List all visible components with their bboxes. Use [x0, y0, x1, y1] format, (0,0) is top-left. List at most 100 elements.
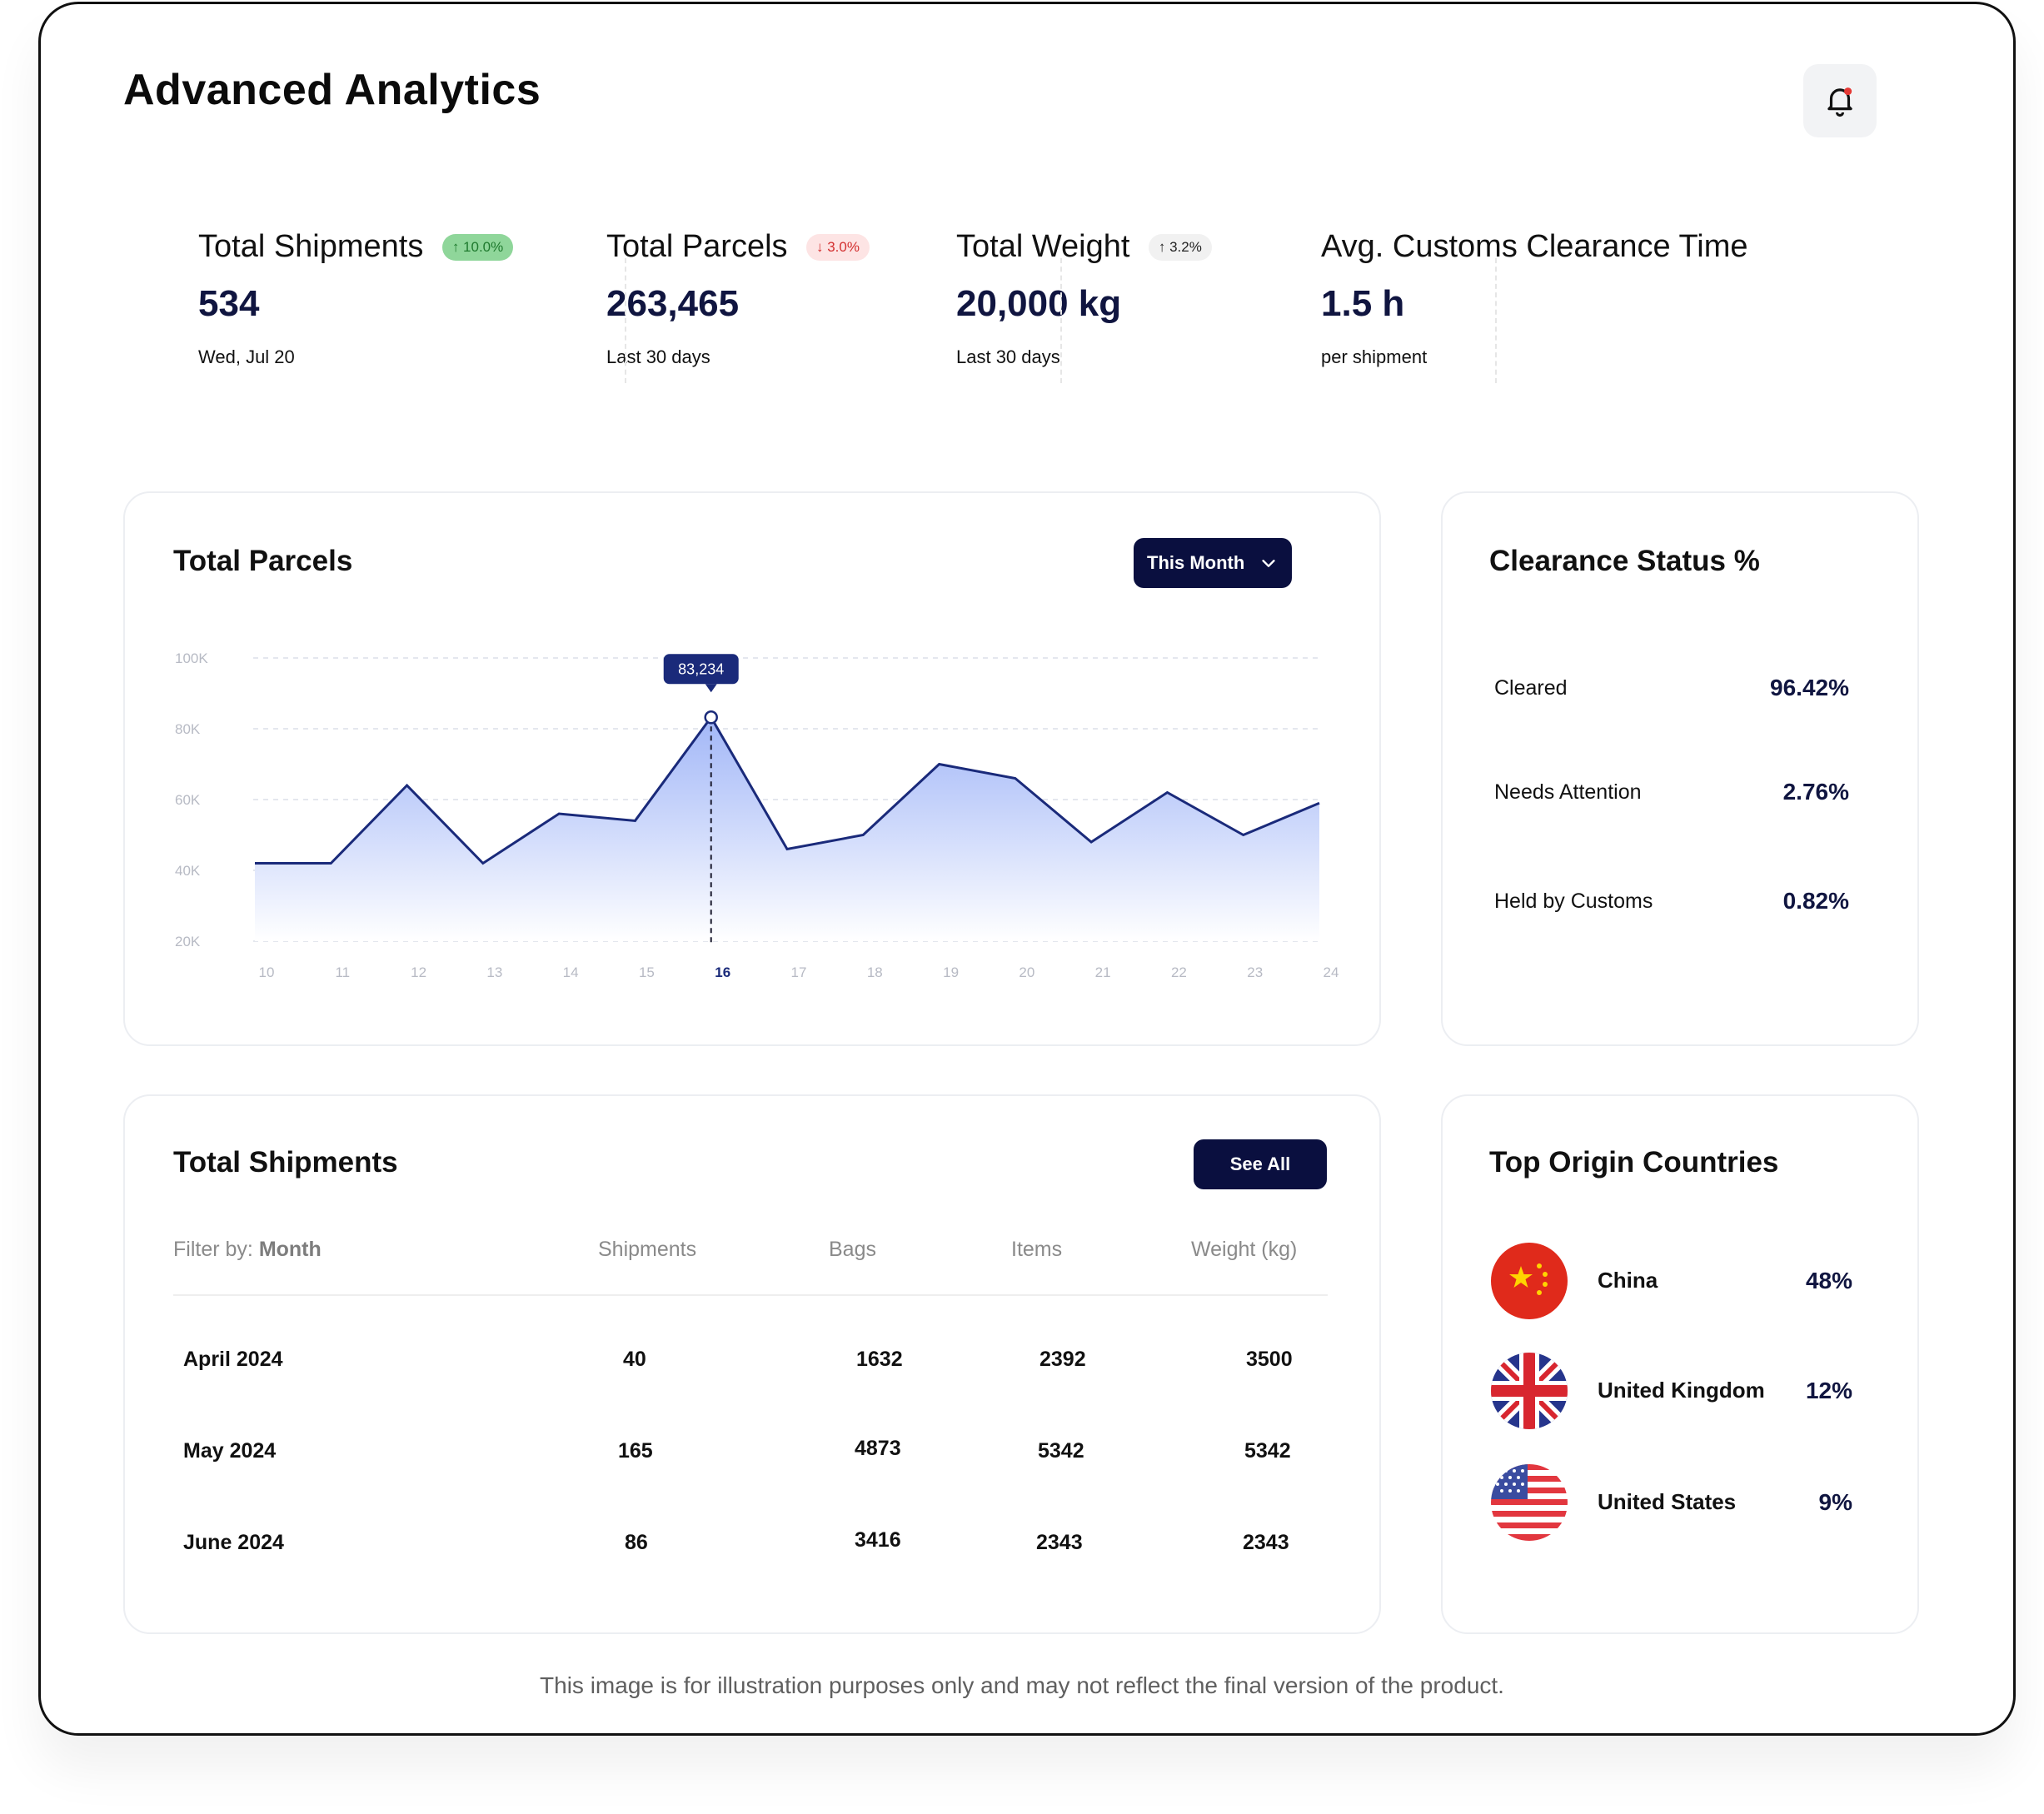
- filter-control[interactable]: Filter by: Month: [173, 1238, 322, 1262]
- x-tick-label: 20: [1019, 964, 1034, 980]
- y-tick-label: 60K: [175, 792, 201, 808]
- parcels-area-chart: 100K 80K 60K 40K 20K 83,234 10 11 12 13 14 15 16 17 18…: [175, 650, 1339, 980]
- clearance-status-card: Clearance Status % Cleared 96.42% Needs …: [1441, 491, 1919, 1046]
- period-select-label: This Month: [1147, 552, 1245, 573]
- cell-shipments: 40: [623, 1348, 646, 1371]
- kpi-avg-clearance-time: Avg. Customs Clearance Time 1.5 h per sh…: [1321, 229, 1748, 368]
- card-title: Top Origin Countries: [1489, 1146, 1779, 1179]
- y-tick-label: 20K: [175, 934, 201, 949]
- status-percent: 96.42%: [1770, 675, 1849, 700]
- country-row-china: China 48%: [1491, 1243, 1852, 1323]
- status-name: Held by Customs: [1494, 889, 1653, 913]
- country-percent: 48%: [1805, 1268, 1852, 1293]
- y-tick-label: 100K: [175, 650, 208, 666]
- status-percent: 0.82%: [1782, 888, 1849, 914]
- disclaimer-text: This image is for illustration purposes …: [540, 1672, 1504, 1698]
- kpi-label: Total Parcels: [606, 229, 788, 264]
- status-row-cleared: Cleared 96.42%: [1494, 675, 1849, 701]
- x-tick-label: 12: [411, 964, 426, 980]
- status-name: Needs Attention: [1494, 780, 1642, 804]
- kpi-divider: [625, 258, 626, 383]
- status-name: Cleared: [1494, 675, 1568, 700]
- x-tick-label: 16: [715, 964, 730, 980]
- kpi-value: 1.5 h: [1321, 283, 1405, 324]
- x-tick-label: 15: [639, 964, 655, 980]
- x-tick-label: 13: [486, 964, 502, 980]
- status-row-held-by-customs: Held by Customs 0.82%: [1494, 888, 1849, 914]
- x-tick-label: 23: [1247, 964, 1263, 980]
- kpi-label: Total Shipments: [198, 229, 424, 264]
- status-row-needs-attention: Needs Attention 2.76%: [1494, 779, 1849, 805]
- column-header: Items: [1011, 1238, 1063, 1261]
- cell-bags: 4873: [855, 1437, 901, 1460]
- area-fill: [255, 717, 1319, 941]
- x-tick-label: 17: [791, 964, 807, 980]
- kpi-label: Total Weight: [956, 229, 1130, 264]
- country-row-united-states: United States 9%: [1491, 1464, 1852, 1544]
- column-header: Shipments: [598, 1238, 697, 1261]
- tooltip-pointer: [705, 684, 717, 693]
- x-tick-label: 19: [943, 964, 959, 980]
- trend-badge: ↑ 10.0%: [441, 233, 514, 261]
- china-flag-icon: [1491, 1243, 1568, 1319]
- kpi-divider: [1060, 258, 1062, 383]
- country-name: United States: [1598, 1489, 1737, 1514]
- kpi-subtext: Wed, Jul 20: [198, 346, 295, 367]
- table-row: May 2024 165 4873 5342 5342: [173, 1437, 1328, 1473]
- cell-shipments: 86: [625, 1531, 648, 1554]
- card-title: Clearance Status %: [1489, 545, 1760, 577]
- kpi-total-shipments: Total Shipments ↑ 10.0% 534 Wed, Jul 20: [198, 229, 514, 368]
- kpi-value: 263,465: [606, 283, 740, 324]
- cell-items: 2392: [1039, 1348, 1086, 1371]
- kpi-total-parcels: Total Parcels ↓ 3.0% 263,465 Last 30 day…: [606, 229, 870, 368]
- tooltip-value: 83,234: [678, 660, 724, 677]
- table-row: June 2024 86 3416 2343 2343: [173, 1528, 1328, 1564]
- kpi-value: 20,000 kg: [956, 283, 1122, 324]
- cell-month: May 2024: [183, 1439, 277, 1463]
- unread-dot: [1844, 87, 1852, 96]
- country-name: United Kingdom: [1598, 1378, 1765, 1403]
- x-tick-label: 10: [259, 964, 275, 980]
- kpi-label: Avg. Customs Clearance Time: [1321, 229, 1748, 264]
- top-origin-countries-card: Top Origin Countries China 48%: [1441, 1094, 1919, 1634]
- cell-items: 2343: [1036, 1531, 1083, 1554]
- uk-flag-icon: [1491, 1353, 1568, 1429]
- cell-weight: 3500: [1246, 1348, 1293, 1371]
- cell-bags: 3416: [855, 1528, 901, 1552]
- period-select[interactable]: This Month: [1134, 538, 1292, 588]
- kpi-value: 534: [198, 283, 260, 324]
- cell-bags: 1632: [856, 1348, 903, 1371]
- table-divider: [173, 1294, 1328, 1296]
- column-header: Weight (kg): [1191, 1238, 1298, 1261]
- cell-month: April 2024: [183, 1348, 283, 1371]
- x-tick-label: 22: [1171, 964, 1187, 980]
- cell-weight: 5342: [1244, 1439, 1291, 1463]
- cell-weight: 2343: [1243, 1531, 1289, 1554]
- card-title: Total Parcels: [173, 545, 353, 577]
- filter-label: Filter by:: [173, 1238, 253, 1261]
- y-tick-label: 80K: [175, 721, 201, 737]
- x-tick-label: 14: [563, 964, 579, 980]
- highlight-point: [704, 710, 718, 725]
- page-title: Advanced Analytics: [123, 66, 541, 114]
- us-flag-icon: [1491, 1464, 1568, 1541]
- kpi-subtext: per shipment: [1321, 346, 1428, 367]
- x-tick-label: 21: [1095, 964, 1111, 980]
- see-all-button[interactable]: See All: [1194, 1139, 1327, 1189]
- trend-badge: ↓ 3.0%: [806, 233, 870, 261]
- table-header: Filter by: Month Shipments Bags Items We…: [173, 1238, 1328, 1271]
- country-name: China: [1598, 1268, 1658, 1293]
- x-tick-label: 18: [867, 964, 883, 980]
- tooltip-box: [663, 654, 739, 685]
- country-row-united-kingdom: United Kingdom 12%: [1491, 1353, 1852, 1433]
- kpi-subtext: Last 30 days: [606, 346, 710, 367]
- notifications-button[interactable]: [1803, 64, 1877, 137]
- kpi-total-weight: Total Weight ↑ 3.2% 20,000 kg Last 30 da…: [956, 229, 1212, 368]
- country-percent: 9%: [1818, 1489, 1852, 1515]
- x-tick-label: 24: [1324, 964, 1339, 980]
- cell-month: June 2024: [183, 1531, 284, 1554]
- column-header: Bags: [829, 1238, 876, 1261]
- status-percent: 2.76%: [1782, 779, 1849, 805]
- table-row: April 2024 40 1632 2392 3500: [173, 1348, 1328, 1381]
- card-title: Total Shipments: [173, 1146, 398, 1179]
